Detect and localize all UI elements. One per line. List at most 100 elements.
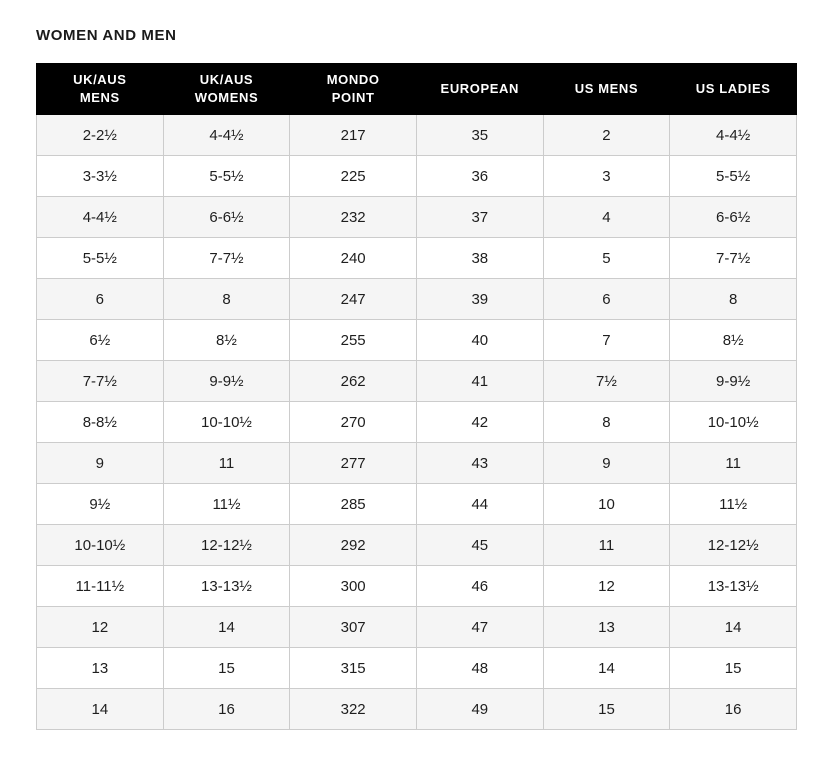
- table-cell: 315: [289, 647, 417, 689]
- table-cell: 49: [415, 688, 544, 730]
- table-cell: 5-5½: [36, 237, 164, 279]
- table-cell: 48: [415, 647, 544, 689]
- table-cell: 4-4½: [669, 114, 797, 156]
- table-row: 13 15 315 48 14 15: [36, 647, 797, 689]
- table-cell: 6: [36, 278, 164, 320]
- table-cell: 35: [415, 114, 544, 156]
- table-row: 9½ 11½ 285 44 10 11½: [36, 483, 797, 525]
- table-cell: 9: [542, 442, 671, 484]
- table-cell: 14: [669, 606, 797, 648]
- table-cell: 43: [415, 442, 544, 484]
- table-cell: 37: [415, 196, 544, 238]
- table-cell: 10-10½: [36, 524, 164, 566]
- table-body: 2-2½ 4-4½ 217 35 2 4-4½ 3-3½ 5-5½ 225 36…: [36, 114, 797, 730]
- table-cell: 9: [36, 442, 164, 484]
- table-cell: 9-9½: [669, 360, 797, 402]
- table-cell: 7½: [542, 360, 671, 402]
- table-row: 14 16 322 49 15 16: [36, 688, 797, 730]
- table-cell: 8: [162, 278, 291, 320]
- table-cell: 8½: [669, 319, 797, 361]
- table-cell: 292: [289, 524, 417, 566]
- table-cell: 11: [669, 442, 797, 484]
- table-cell: 8: [542, 401, 671, 443]
- table-row: 5-5½ 7-7½ 240 38 5 7-7½: [36, 237, 797, 279]
- table-cell: 270: [289, 401, 417, 443]
- column-header-us-ladies: US LADIES: [669, 63, 797, 115]
- table-cell: 6: [542, 278, 671, 320]
- table-cell: 7-7½: [36, 360, 164, 402]
- column-header-mondo-point: MONDO POINT: [289, 63, 417, 115]
- table-cell: 39: [415, 278, 544, 320]
- table-cell: 15: [542, 688, 671, 730]
- table-cell: 7: [542, 319, 671, 361]
- page-title: WOMEN AND MEN: [36, 27, 177, 44]
- table-cell: 8-8½: [36, 401, 164, 443]
- table-cell: 11: [162, 442, 291, 484]
- table-cell: 5: [542, 237, 671, 279]
- table-cell: 12: [542, 565, 671, 607]
- table-cell: 13: [542, 606, 671, 648]
- table-cell: 36: [415, 155, 544, 197]
- table-cell: 40: [415, 319, 544, 361]
- table-cell: 15: [162, 647, 291, 689]
- table-row: 10-10½ 12-12½ 292 45 11 12-12½: [36, 524, 797, 566]
- table-cell: 13-13½: [162, 565, 291, 607]
- table-cell: 5-5½: [669, 155, 797, 197]
- table-cell: 232: [289, 196, 417, 238]
- table-cell: 10-10½: [162, 401, 291, 443]
- table-cell: 247: [289, 278, 417, 320]
- column-header-us-mens: US MENS: [542, 63, 671, 115]
- table-row: 9 11 277 43 9 11: [36, 442, 797, 484]
- table-cell: 38: [415, 237, 544, 279]
- table-cell: 2-2½: [36, 114, 164, 156]
- table-cell: 285: [289, 483, 417, 525]
- size-conversion-table: UK/AUS MENS UK/AUS WOMENS MONDO POINT EU…: [36, 63, 797, 730]
- table-cell: 14: [36, 688, 164, 730]
- table-row: 11-11½ 13-13½ 300 46 12 13-13½: [36, 565, 797, 607]
- size-chart-page: WOMEN AND MEN UK/AUS MENS UK/AUS WOMENS …: [36, 27, 797, 730]
- table-cell: 300: [289, 565, 417, 607]
- table-cell: 11½: [669, 483, 797, 525]
- table-cell: 44: [415, 483, 544, 525]
- table-cell: 10: [542, 483, 671, 525]
- table-cell: 46: [415, 565, 544, 607]
- table-cell: 12-12½: [162, 524, 291, 566]
- table-cell: 8½: [162, 319, 291, 361]
- table-cell: 41: [415, 360, 544, 402]
- table-cell: 4-4½: [162, 114, 291, 156]
- table-cell: 10-10½: [669, 401, 797, 443]
- table-cell: 240: [289, 237, 417, 279]
- table-cell: 322: [289, 688, 417, 730]
- table-cell: 3: [542, 155, 671, 197]
- table-cell: 225: [289, 155, 417, 197]
- table-cell: 3-3½: [36, 155, 164, 197]
- table-cell: 11-11½: [36, 565, 164, 607]
- table-cell: 217: [289, 114, 417, 156]
- table-header-row: UK/AUS MENS UK/AUS WOMENS MONDO POINT EU…: [36, 63, 797, 115]
- table-cell: 2: [542, 114, 671, 156]
- table-cell: 12: [36, 606, 164, 648]
- table-cell: 9-9½: [162, 360, 291, 402]
- table-cell: 255: [289, 319, 417, 361]
- table-cell: 12-12½: [669, 524, 797, 566]
- table-row: 8-8½ 10-10½ 270 42 8 10-10½: [36, 401, 797, 443]
- table-row: 4-4½ 6-6½ 232 37 4 6-6½: [36, 196, 797, 238]
- table-row: 6½ 8½ 255 40 7 8½: [36, 319, 797, 361]
- column-header-european: EUROPEAN: [415, 63, 544, 115]
- table-cell: 16: [669, 688, 797, 730]
- table-row: 12 14 307 47 13 14: [36, 606, 797, 648]
- table-row: 2-2½ 4-4½ 217 35 2 4-4½: [36, 114, 797, 156]
- table-row: 3-3½ 5-5½ 225 36 3 5-5½: [36, 155, 797, 197]
- table-row: 6 8 247 39 6 8: [36, 278, 797, 320]
- table-cell: 7-7½: [669, 237, 797, 279]
- table-cell: 14: [162, 606, 291, 648]
- table-row: 7-7½ 9-9½ 262 41 7½ 9-9½: [36, 360, 797, 402]
- table-cell: 7-7½: [162, 237, 291, 279]
- table-cell: 11½: [162, 483, 291, 525]
- column-header-ukaus-womens: UK/AUS WOMENS: [162, 63, 291, 115]
- table-cell: 277: [289, 442, 417, 484]
- table-cell: 6-6½: [162, 196, 291, 238]
- table-header: UK/AUS MENS UK/AUS WOMENS MONDO POINT EU…: [36, 63, 797, 115]
- table-cell: 15: [669, 647, 797, 689]
- table-cell: 42: [415, 401, 544, 443]
